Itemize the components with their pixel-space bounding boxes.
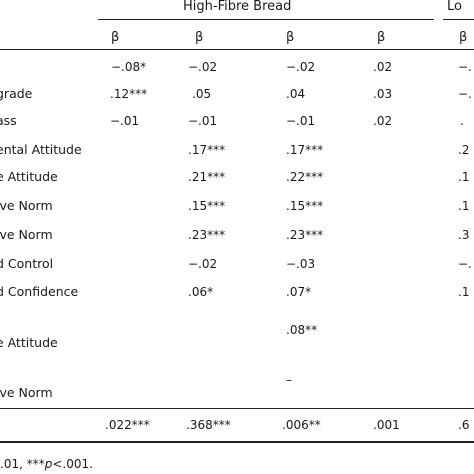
column-header-beta-5: β: [459, 30, 468, 45]
table-cell: .06*: [188, 285, 214, 299]
footnote-suffix: <.001.: [52, 457, 93, 471]
table-cell: .03: [373, 87, 393, 101]
table-cell: −.01: [110, 114, 140, 128]
bottom-rule: [0, 441, 474, 443]
table-footnote: .01, ***p<.001.: [0, 457, 93, 471]
table-cell: .3: [458, 228, 470, 242]
table-cell: .07*: [286, 285, 312, 299]
table-cell: .05: [192, 87, 212, 101]
row-label: e Attitude: [0, 169, 58, 184]
group-header-underline-second: [443, 19, 474, 20]
table-cell: .1: [458, 285, 470, 299]
table-cell: −.02: [188, 60, 218, 74]
table-cell: −.01: [188, 114, 218, 128]
group-header-second: Lo: [447, 0, 462, 14]
row-label: ive Norm: [0, 227, 53, 242]
table-cell: –: [286, 373, 292, 387]
footnote-prefix: .01, ***: [0, 457, 45, 471]
table-cell: .02: [373, 114, 393, 128]
row-label: ental Attitude: [0, 142, 82, 157]
row-label: ive Norm: [0, 198, 53, 213]
table-cell: −.01: [286, 114, 316, 128]
row-label: ive Norm: [0, 385, 53, 400]
table-cell: .006**: [282, 418, 321, 432]
group-header-underline: [98, 19, 434, 20]
table-cell: .1: [458, 170, 470, 184]
table-cell: .6: [458, 418, 470, 432]
table-cell: −.: [458, 257, 472, 271]
table-cell: −.02: [188, 257, 218, 271]
table-cell: .2: [458, 143, 470, 157]
table-cell: .02: [373, 60, 393, 74]
table-cell: .08**: [286, 323, 318, 337]
row-label: grade: [0, 86, 33, 101]
table-cell: −.08*: [111, 60, 147, 74]
table-cell: −.02: [286, 60, 316, 74]
table-cell: .04: [286, 87, 306, 101]
table-cell: .17***: [188, 143, 226, 157]
table-cell: .001: [373, 418, 400, 432]
table-cell: .21***: [188, 170, 226, 184]
column-header-beta-2: β: [195, 30, 204, 45]
column-header-beta-1: β: [111, 30, 120, 45]
table-cell: .17***: [286, 143, 324, 157]
table-cell: .022***: [105, 418, 150, 432]
table-cell: .23***: [188, 228, 226, 242]
table-cell: .368***: [186, 418, 231, 432]
table-cell: −.: [458, 87, 472, 101]
table-cell: −.: [458, 60, 472, 74]
row-label: ass: [0, 113, 17, 128]
row-label: d Confidence: [0, 284, 79, 299]
table-cell: .15***: [286, 199, 324, 213]
table-cell: −.03: [286, 257, 316, 271]
table-cell: .15***: [188, 199, 226, 213]
column-header-beta-4: β: [377, 30, 386, 45]
row-label: e Attitude: [0, 335, 58, 350]
table-cell: .22***: [286, 170, 324, 184]
table-cell: .1: [458, 199, 470, 213]
footnote-p-symbol: p: [44, 457, 53, 471]
row-label: d Control: [0, 256, 54, 271]
column-header-beta-3: β: [286, 30, 295, 45]
header-rule: [0, 49, 474, 50]
group-header-high-fibre-bread: High-Fibre Bread: [183, 0, 292, 14]
table-cell: .23***: [286, 228, 324, 242]
table-cell: .: [460, 114, 464, 128]
table-cell: .12***: [110, 87, 148, 101]
summary-rule: [0, 408, 474, 409]
